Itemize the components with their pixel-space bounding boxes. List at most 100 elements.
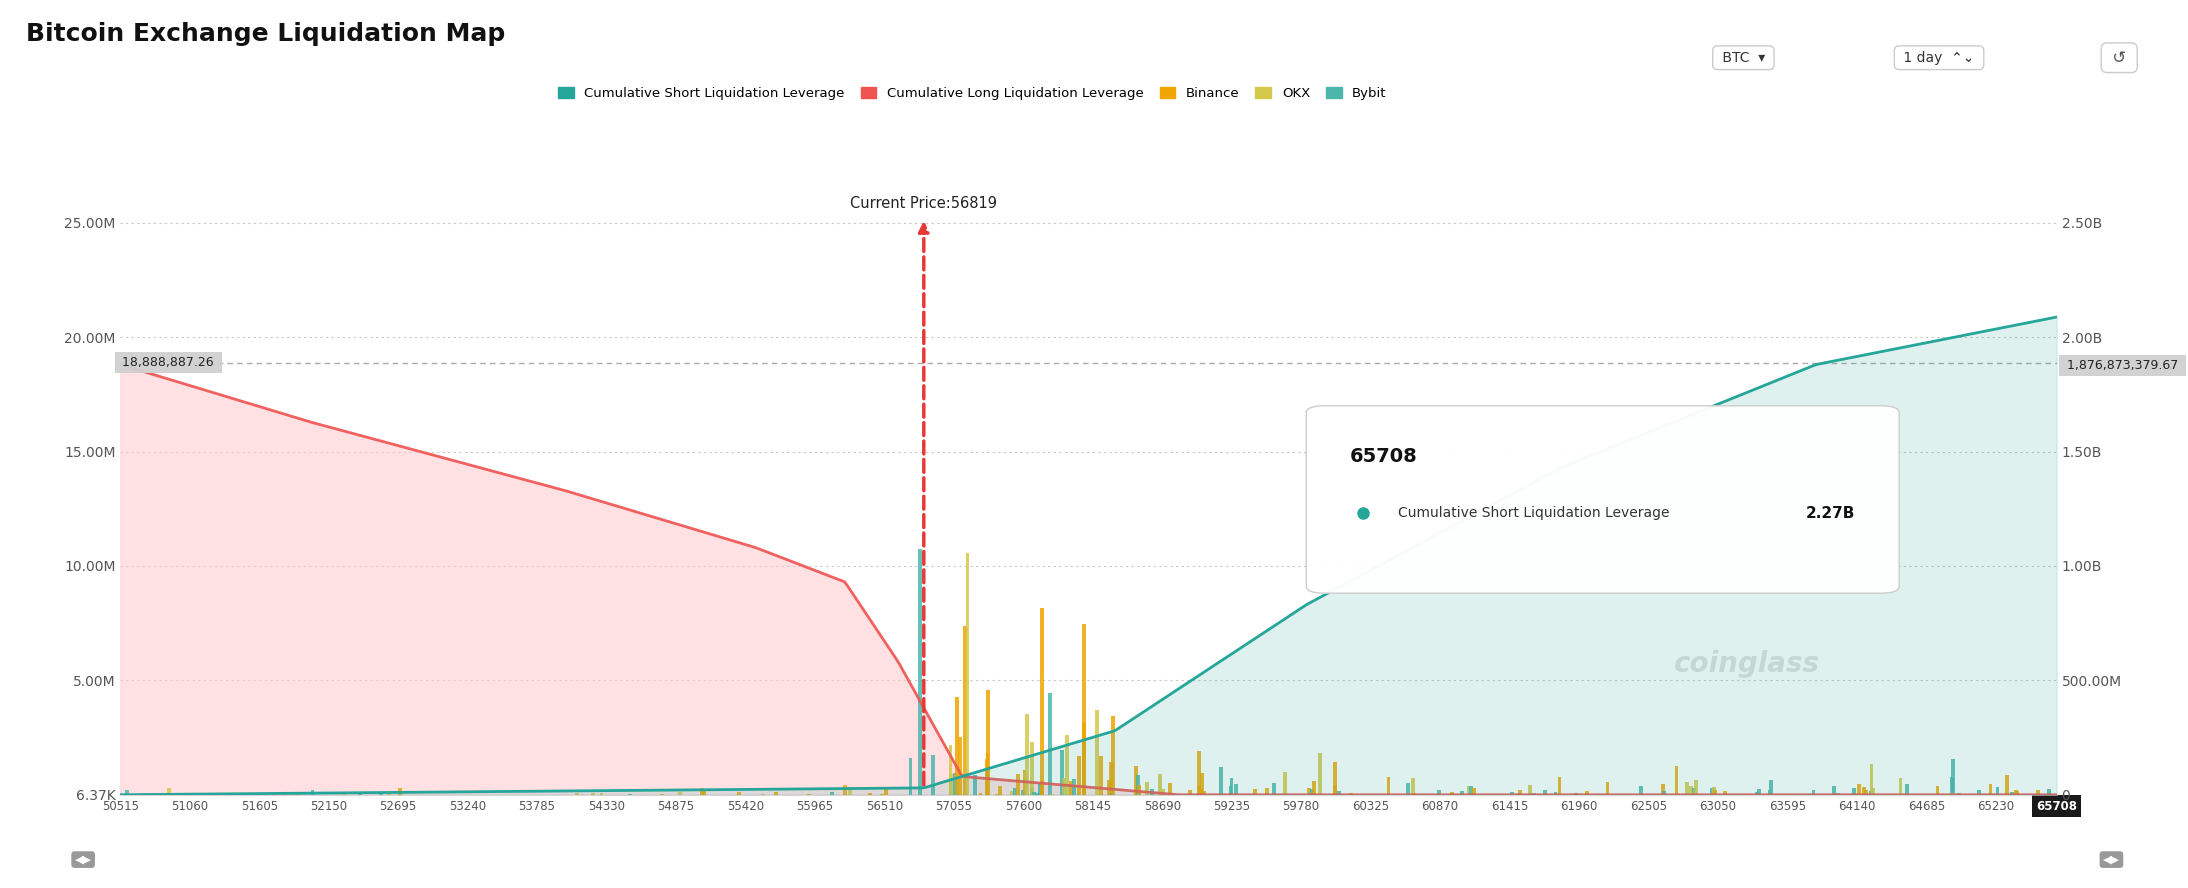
Bar [1694,780,1698,795]
Bar [1606,782,1610,795]
Text: 2.27B: 2.27B [1805,506,1855,521]
Bar [1663,794,1665,795]
Bar [1538,794,1540,795]
Bar [1757,789,1761,795]
Bar [985,759,989,795]
Bar [1532,793,1536,795]
Bar [950,774,952,795]
Bar [1337,791,1341,795]
Bar [1387,777,1389,795]
Text: 65708: 65708 [1350,447,1418,465]
Bar [908,757,912,795]
Bar [1059,749,1063,795]
Bar [1683,794,1685,795]
Text: BTC  ▾: BTC ▾ [1718,51,1770,65]
Bar [1989,784,1993,795]
Bar [1685,781,1689,795]
Bar [849,787,851,795]
Text: 18,888,887.26: 18,888,887.26 [118,356,219,369]
Bar [974,775,976,795]
Bar [1011,790,1013,795]
Bar [1254,789,1258,795]
Bar [1136,774,1140,795]
Bar [311,790,315,795]
Bar [1411,793,1416,795]
Text: ↺: ↺ [2107,49,2131,67]
Bar [1689,786,1694,795]
Bar [1271,782,1276,795]
Bar [1978,790,1982,795]
Bar [1039,608,1044,795]
Bar [1031,742,1035,795]
Bar [1639,787,1643,795]
Bar [1869,791,1873,795]
Bar [1952,793,1954,795]
Bar [1332,785,1337,795]
Bar [1199,789,1203,795]
Bar [1313,781,1315,795]
Bar [1518,790,1523,795]
Bar [1350,793,1352,795]
Bar [1039,781,1044,795]
Bar [1311,789,1313,795]
Bar [869,793,873,795]
Bar [2004,775,2009,795]
Bar [965,553,969,795]
Bar [1851,793,1855,795]
Bar [398,789,403,795]
Bar [998,786,1002,795]
Bar [1899,778,1901,795]
Bar [1332,762,1337,795]
Bar [700,789,705,795]
Bar [1050,794,1055,795]
Bar [1906,784,1910,795]
Bar [1661,791,1665,795]
Bar [1265,788,1269,795]
Bar [1713,790,1718,795]
Bar [1031,788,1033,795]
Bar [1013,788,1017,795]
Bar [341,792,346,795]
Bar [1168,783,1173,795]
Bar [1133,766,1138,795]
Bar [919,549,921,795]
Bar [1711,789,1713,795]
Bar [1160,792,1164,795]
Bar [1451,792,1453,795]
Bar [1197,785,1201,795]
Bar [1022,790,1026,795]
Bar [1553,792,1558,795]
Bar [1691,788,1696,795]
Bar [1558,778,1562,795]
Bar [2048,789,2050,795]
Bar [591,793,595,795]
Bar [1694,791,1696,795]
Bar [1081,723,1085,795]
Bar [1459,790,1464,795]
Bar [2011,792,2013,795]
Bar [1024,770,1026,795]
Bar [1230,778,1234,795]
Bar [2015,791,2020,795]
Bar [1950,777,1954,795]
Bar [842,785,847,795]
Bar [1466,786,1470,795]
Bar [884,789,888,795]
Bar [1936,786,1939,795]
Bar [737,792,740,795]
Text: 1,876,873,379.67: 1,876,873,379.67 [2063,359,2181,372]
Text: Cumulative Short Liquidation Leverage: Cumulative Short Liquidation Leverage [1398,506,1669,520]
Bar [1584,791,1588,795]
Bar [1317,753,1322,795]
Bar [829,792,834,795]
Bar [1197,750,1201,795]
Bar [1136,794,1138,795]
Bar [1952,759,1954,795]
Bar [1831,786,1836,795]
Bar [1438,790,1442,795]
Bar [1015,773,1020,795]
Bar [1188,790,1192,795]
Bar [1107,780,1112,795]
Bar [1162,789,1164,795]
Text: ◀▶: ◀▶ [74,854,92,865]
